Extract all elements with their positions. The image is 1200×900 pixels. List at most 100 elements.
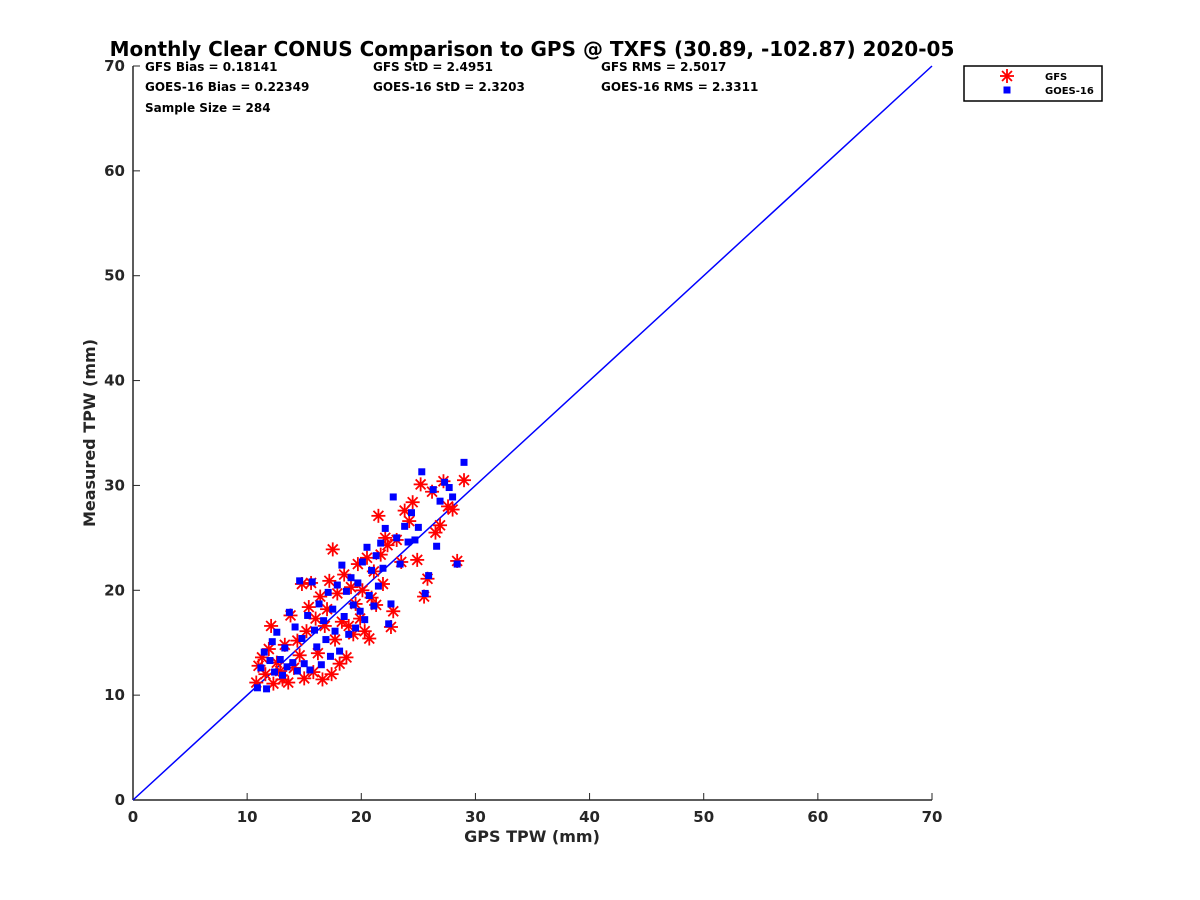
goes16-point <box>331 627 339 635</box>
goes16-point <box>273 628 281 636</box>
asterisk-stroke <box>411 554 423 566</box>
goes16-point <box>304 611 312 619</box>
gfs-point <box>313 589 328 604</box>
asterisk-stroke <box>434 519 446 531</box>
y-tick-label: 10 <box>104 686 125 704</box>
gfs-point <box>355 583 370 598</box>
gfs-point <box>324 667 339 682</box>
gfs-point <box>322 573 337 588</box>
goes16-point <box>356 607 364 615</box>
goes16-point <box>342 587 350 595</box>
goes16-point <box>283 663 291 671</box>
asterisk-stroke <box>327 543 339 555</box>
goes16-point <box>315 600 323 608</box>
y-tick-label: 40 <box>104 372 125 390</box>
asterisk-stroke <box>250 676 262 689</box>
stat-gfs-bias: GFS Bias = 0.18141 <box>145 60 277 74</box>
goes16-point <box>293 667 301 675</box>
x-tick-label: 50 <box>693 808 714 826</box>
y-axis-label: Measured TPW (mm) <box>80 339 99 527</box>
gfs-point <box>328 632 343 647</box>
gfs-point <box>410 552 425 567</box>
gfs-point <box>445 502 460 517</box>
asterisk-stroke <box>300 625 313 637</box>
asterisk-stroke <box>442 500 454 512</box>
goes16-point <box>421 589 429 597</box>
goes16-point <box>260 648 268 656</box>
goes16-point <box>418 468 426 476</box>
asterisk-stroke <box>354 613 366 625</box>
goes16-point <box>308 578 316 586</box>
x-tick-label: 70 <box>922 808 943 826</box>
goes16-point <box>352 624 360 632</box>
asterisk-stroke <box>294 649 306 661</box>
goes16-point <box>389 493 397 501</box>
goes16-point <box>429 486 437 494</box>
goes16-point <box>361 616 369 624</box>
asterisk-stroke <box>415 478 427 490</box>
goes16-point <box>374 582 382 590</box>
gfs-point <box>362 631 377 646</box>
goes16-point <box>436 497 444 505</box>
goes16-point <box>279 671 287 679</box>
x-tick-label: 20 <box>351 808 372 826</box>
goes16-point <box>347 574 355 582</box>
asterisk-stroke <box>356 584 369 596</box>
goes16-point <box>253 684 261 692</box>
goes16-point <box>441 478 449 486</box>
asterisk-stroke <box>359 625 371 637</box>
gfs-point <box>330 586 345 601</box>
goes16-point <box>381 524 389 532</box>
goes16-point <box>411 536 419 544</box>
asterisk-stroke <box>319 620 331 632</box>
asterisk-stroke <box>259 668 271 680</box>
y-tick-label: 0 <box>115 791 125 809</box>
goes16-point <box>268 638 276 646</box>
asterisk-stroke <box>363 632 375 645</box>
goes16-point <box>333 581 341 589</box>
legend: GFS GOES-16 <box>963 65 1103 102</box>
goes16-point <box>329 605 337 613</box>
goes16-point <box>322 636 330 644</box>
goes16-point <box>300 660 308 668</box>
goes16-point <box>368 566 376 574</box>
goes16-point <box>296 577 304 585</box>
gfs-point <box>325 542 340 557</box>
asterisk-stroke <box>323 575 335 587</box>
stat-sample-size: Sample Size = 284 <box>145 101 271 115</box>
goes16-point <box>393 534 401 542</box>
goes16-point <box>317 661 325 669</box>
legend-label-gfs: GFS <box>1045 72 1067 83</box>
gfs-point <box>457 473 472 488</box>
goes16-point <box>387 600 395 608</box>
legend-square <box>1003 86 1011 94</box>
x-tick-label: 60 <box>807 808 828 826</box>
gfs-point <box>428 525 443 540</box>
goes16-point <box>271 668 279 676</box>
asterisk-stroke <box>314 590 326 603</box>
goes16-point <box>340 613 348 620</box>
goes16-point <box>313 643 321 651</box>
goes16-point <box>291 623 299 631</box>
goes16-point <box>377 539 385 547</box>
y-tick-label: 50 <box>104 267 125 285</box>
gfs-point <box>281 675 296 690</box>
y-tick-label: 60 <box>104 162 125 180</box>
asterisk-stroke <box>407 496 419 508</box>
asterisk-stroke <box>326 668 338 680</box>
gfs-point <box>371 508 386 523</box>
stat-goes16-std: GOES-16 StD = 2.3203 <box>373 80 525 94</box>
legend-box <box>963 65 1103 102</box>
x-tick-label: 0 <box>128 808 138 826</box>
asterisk-stroke <box>343 620 355 632</box>
goes16-point <box>433 542 441 550</box>
asterisk-stroke <box>447 503 459 516</box>
asterisk-stroke <box>1001 70 1013 82</box>
x-tick-label: 10 <box>237 808 258 826</box>
goes16-point <box>349 601 357 609</box>
x-tick-label: 40 <box>579 808 600 826</box>
chart-title: Monthly Clear CONUS Comparison to GPS @ … <box>110 37 955 61</box>
goes16-point <box>298 635 306 643</box>
